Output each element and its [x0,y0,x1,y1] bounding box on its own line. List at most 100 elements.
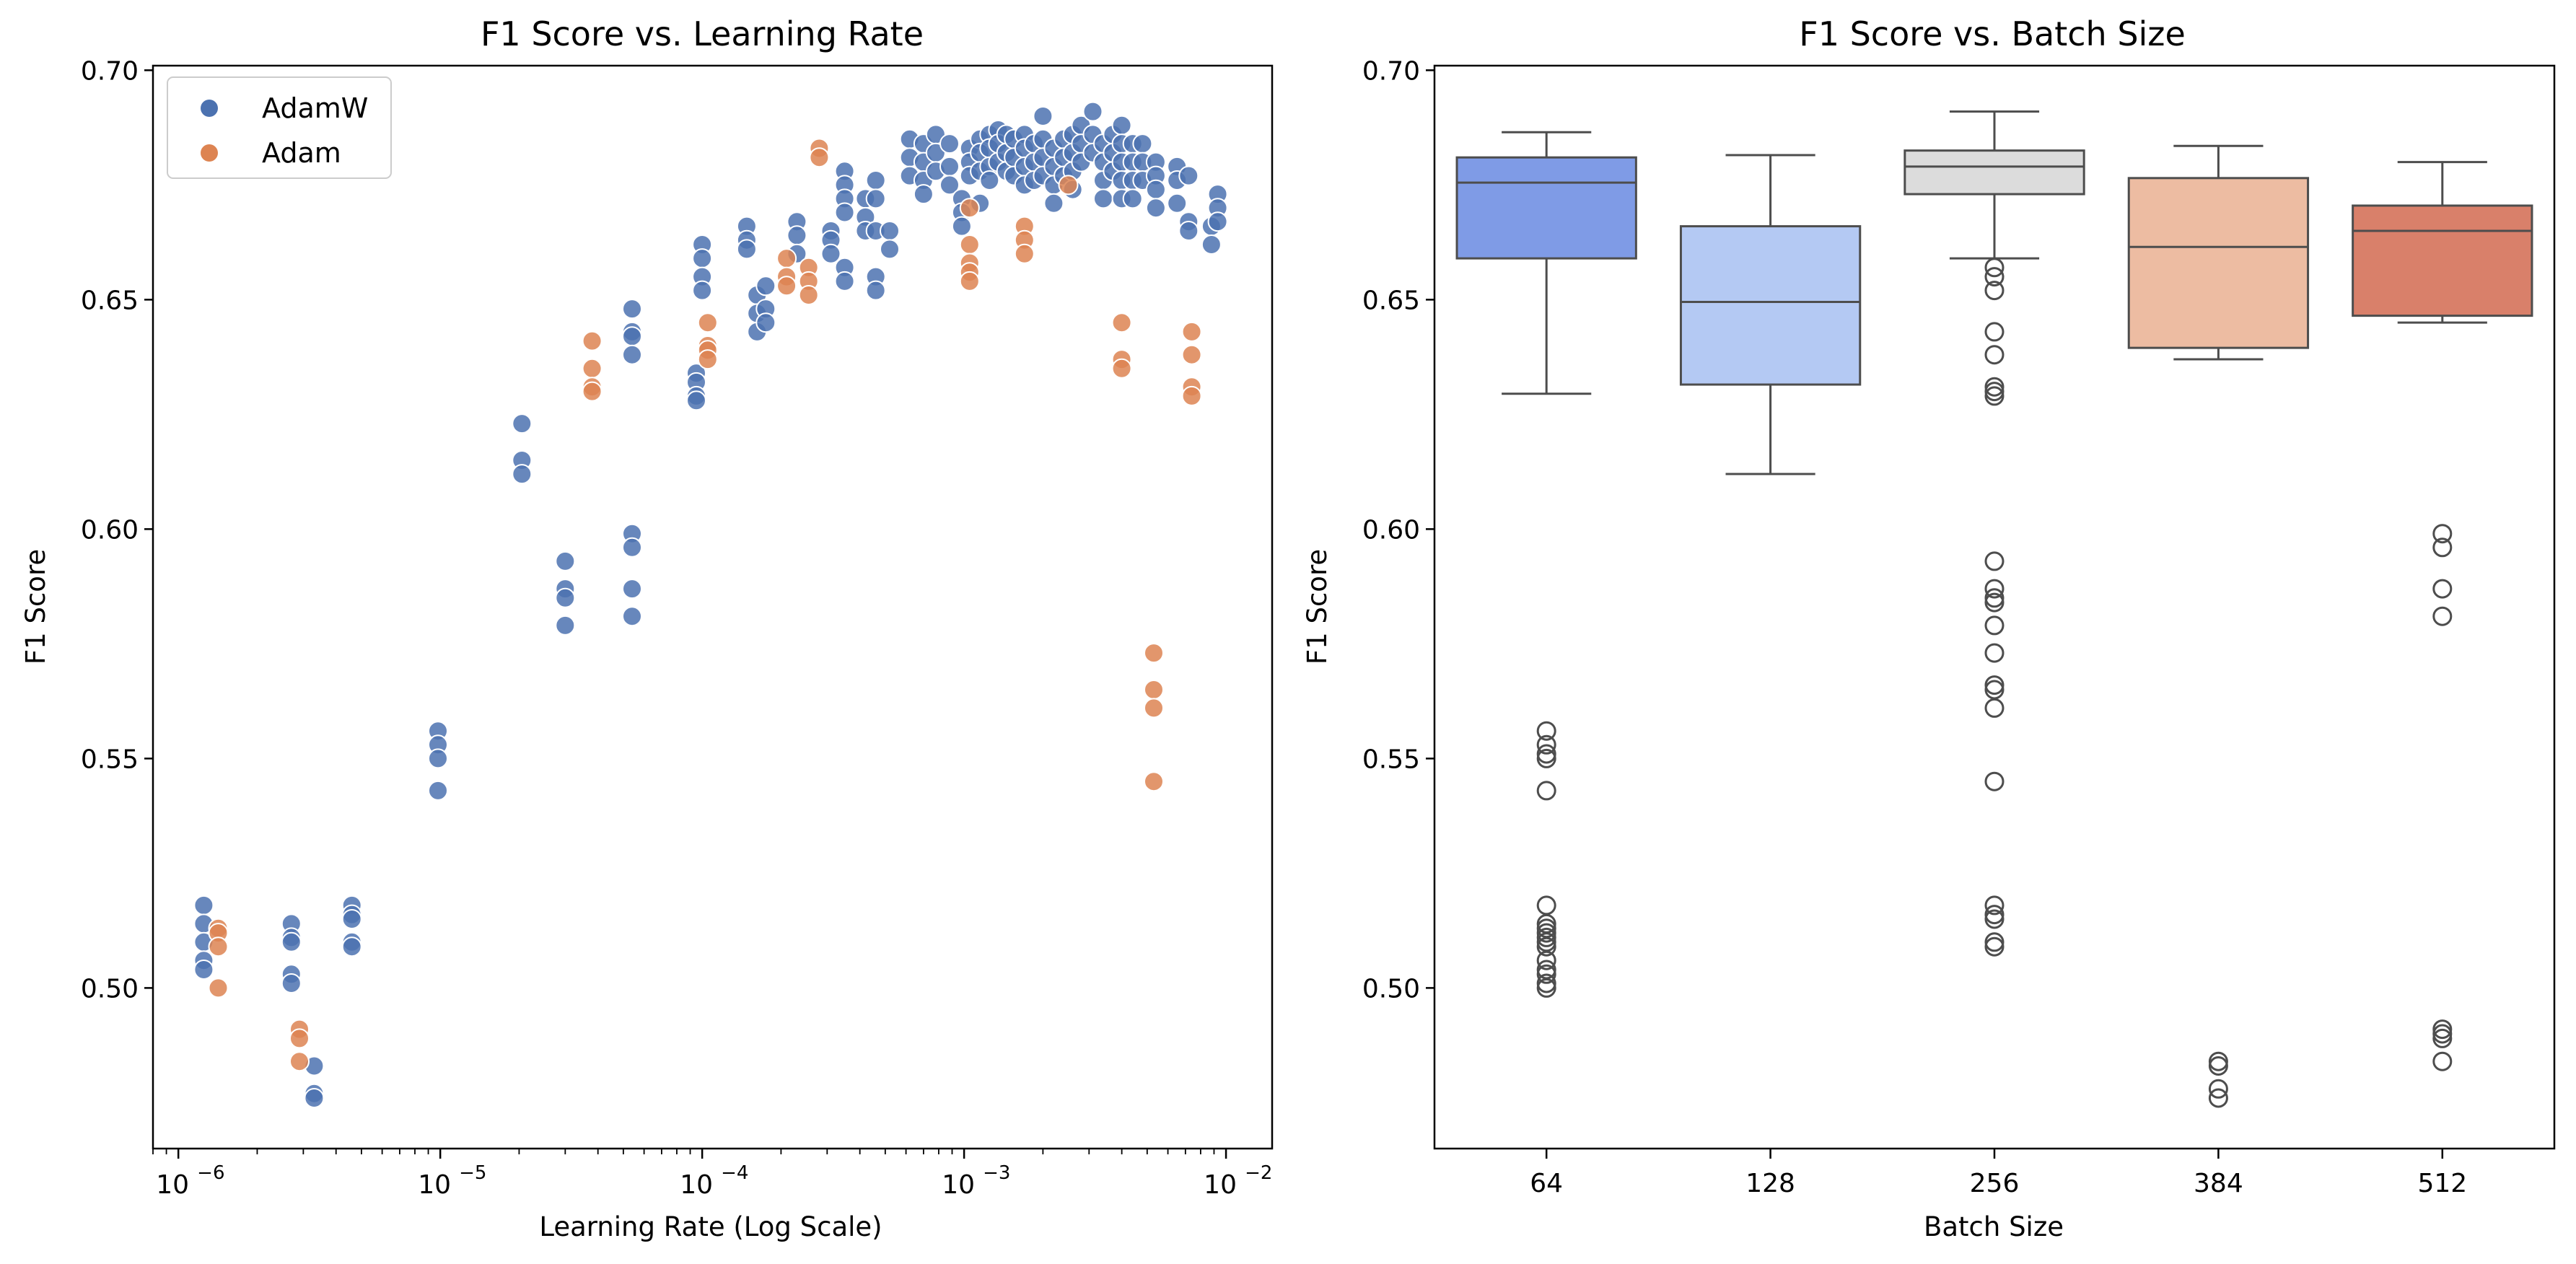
point-adamw-36 [622,606,642,627]
boxplot-y-label: F1 Score [1302,549,1333,664]
box-256-outlier-6 [1984,382,2005,402]
box-512-outlier-3 [2432,606,2453,626]
scatter-x-tick-exp-1: −5 [459,1162,486,1184]
boxplot-y-tick-label-3: 0.65 [1362,286,1420,315]
boxplot-x-tick-label-3: 384 [2194,1169,2243,1198]
scatter-x-label: Learning Rate (Log Scale) [539,1211,882,1242]
point-adamw-70 [865,188,886,209]
scatter-y-tick-label-0: 0.50 [81,974,139,1004]
point-adam-36 [1144,680,1164,700]
box-512 [2352,204,2533,317]
box-512-outlier-5 [2432,1024,2453,1044]
point-adamw-87 [939,156,960,177]
boxplot-x-tick-label-1: 128 [1745,1169,1795,1198]
point-adam-14 [697,349,718,370]
boxplot-y-tick-label-1: 0.55 [1362,745,1420,774]
scatter-x-tick-exp-3: −3 [983,1162,1010,1184]
point-adam-35 [1144,643,1164,664]
box-256-outlier-8 [1984,551,2005,571]
point-adam-39 [1181,321,1202,342]
box-256-outlier-0 [1984,258,2005,278]
box-256-outlier-3 [1984,322,2005,342]
point-adamw-137 [1082,101,1103,122]
boxplot-y-tick-label-4: 0.70 [1362,56,1420,86]
legend-marker-adam [201,144,218,162]
legend-frame [167,76,392,179]
box-64-outlier-2 [1536,744,1556,764]
point-adamw-59 [820,243,841,264]
scatter-x-tick-label-0: 10 [156,1170,189,1200]
point-adam-40 [1181,344,1202,365]
box-512-outlier-4 [2432,1019,2453,1040]
point-adamw-34 [622,537,642,558]
point-adamw-32 [622,344,642,365]
point-adamw-22 [512,413,533,434]
scatter-y-tick-label-4: 0.70 [81,56,139,86]
point-adamw-165 [1167,193,1188,214]
scatter-y-tick-label-2: 0.60 [81,515,139,545]
point-adamw-20 [428,748,448,769]
box-256-outlier-13 [1984,643,2005,663]
scatter-x-tick-exp-0: −6 [197,1162,224,1184]
point-adam-30 [1014,243,1035,264]
point-adamw-65 [834,271,855,291]
box-256-outlier-17 [1984,771,2005,791]
box-64-outlier-4 [1536,781,1556,801]
box-256-outlier-7 [1984,386,2005,406]
point-adam-3 [208,978,229,999]
box-64 [1455,156,1637,260]
box-512-outlier-1 [2432,537,2453,558]
box-256-outlier-20 [1984,909,2005,929]
point-adamw-15 [341,909,362,929]
point-adam-37 [1144,698,1164,719]
boxplot-boxes [1455,110,2533,1108]
point-adamw-25 [555,550,576,571]
scatter-points [193,101,1228,1108]
box-256-outlier-12 [1984,615,2005,636]
point-adamw-88 [939,175,960,196]
point-adam-7 [582,330,603,351]
scatter-panel: F1 Score vs. Learning Rate 0.500.550.600… [20,14,1274,1242]
point-adamw-55 [787,225,807,246]
point-adamw-7 [281,931,302,952]
point-adamw-40 [686,390,706,411]
point-adamw-31 [622,326,642,347]
point-adamw-47 [736,239,757,260]
box-64-outlier-0 [1536,721,1556,741]
point-adamw-75 [880,239,900,260]
point-adam-42 [1181,385,1202,406]
box-256-outlier-18 [1984,895,2005,916]
point-adamw-119 [1033,106,1053,126]
boxplot-panel: F1 Score vs. Batch Size 0.50 0.55 0.60 0.65… [1302,14,2556,1242]
boxplot-x-label: Batch Size [1924,1211,2064,1242]
boxplot-y-ticks: 0.50 0.55 0.60 0.65 0.70 [1362,56,1434,1004]
box-64-outlier-9 [1536,927,1556,947]
box-512-outlier-6 [2432,1028,2453,1048]
point-adam-20 [798,285,819,305]
point-adam-22 [809,147,830,168]
scatter-y-tick-label-1: 0.55 [81,745,139,774]
box-64-outlier-5 [1536,895,1556,916]
box-512-outlier-0 [2432,524,2453,544]
box-384-outlier-1 [2208,1056,2228,1076]
point-adamw-170 [1201,234,1222,255]
point-adamw-147 [1111,115,1132,136]
box-128 [1679,225,1862,386]
box-384-outlier-3 [2208,1088,2228,1108]
box-512-outlier-7 [2432,1051,2453,1071]
point-adamw-21 [428,780,448,801]
point-adamw-42 [692,248,713,269]
point-adam-23 [959,198,980,219]
box-384-outlier-0 [2208,1051,2228,1071]
point-adam-34 [1111,358,1132,379]
boxplot-x-tick-label-0: 64 [1530,1169,1563,1198]
point-adamw-126 [1043,193,1064,214]
box-64-outlier-3 [1536,748,1556,768]
scatter-x-tick-label-2: 10 [680,1170,713,1200]
box-256-outlier-2 [1984,281,2005,301]
point-adamw-28 [555,615,576,636]
legend-label-adam: Adam [262,137,341,169]
point-adam-38 [1144,771,1164,792]
scatter-x-tick-exp-2: −4 [721,1162,748,1184]
